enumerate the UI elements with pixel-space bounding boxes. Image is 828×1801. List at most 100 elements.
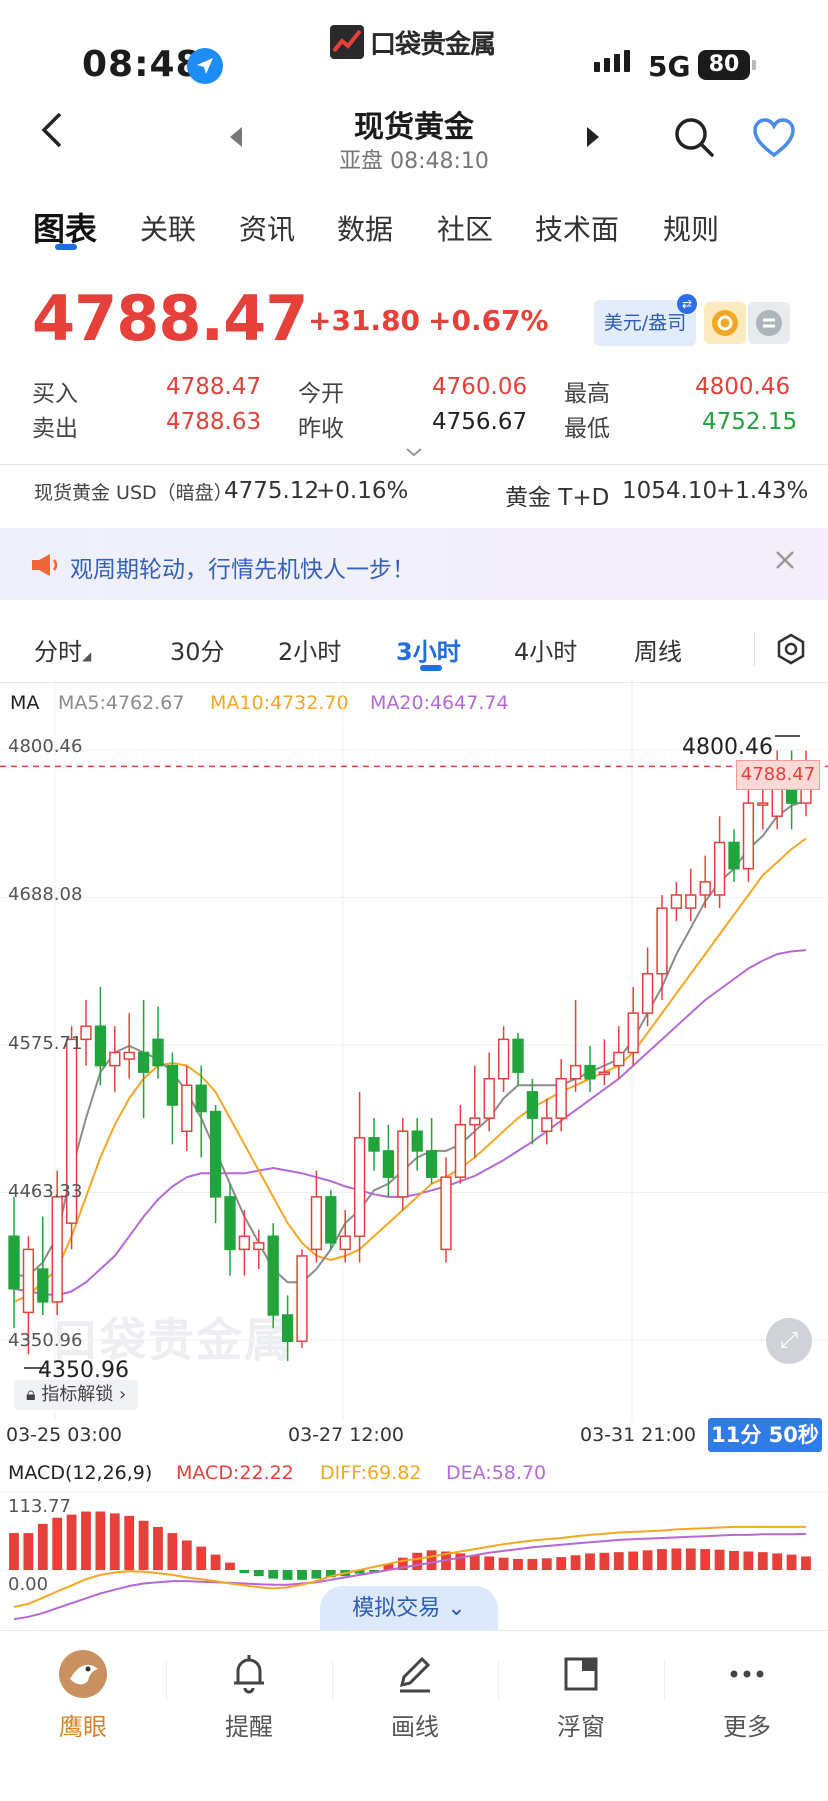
candle-body [224, 1196, 236, 1251]
pen-icon [399, 1656, 431, 1693]
expand-button[interactable] [405, 442, 423, 461]
heart-icon [753, 118, 795, 158]
settings-button[interactable] [748, 302, 790, 344]
nav-more[interactable]: 更多 [664, 1631, 828, 1771]
dark-market-price: 4775.12 [224, 478, 320, 504]
refresh-button[interactable] [704, 302, 746, 344]
banner-message: 观周期轮动，行情先机快人一步！ [70, 557, 415, 583]
candle-body [109, 1051, 121, 1067]
td-name[interactable]: 黄金 T+D [505, 485, 610, 511]
close-banner-button[interactable] [774, 544, 796, 579]
sell-value: 4788.63 [166, 409, 262, 435]
period-2h[interactable]: 2小时 [278, 638, 342, 666]
candle-body [397, 1130, 409, 1198]
macd-bar [455, 1553, 466, 1570]
macd-bar [714, 1549, 725, 1570]
nav-label: 更多 [723, 1713, 771, 1741]
candle-body [238, 1235, 251, 1251]
page-title: 现货黄金 [354, 110, 474, 145]
macd-bar [498, 1557, 509, 1570]
ma20-value: MA20:4647.74 [370, 692, 509, 714]
dea-value: DEA:58.70 [446, 1462, 547, 1484]
fullscreen-button[interactable]: ⤢ [766, 1318, 812, 1364]
chart-settings-button[interactable] [774, 632, 808, 670]
gear-icon [777, 633, 805, 665]
candle-body [670, 894, 683, 909]
candle-body [80, 1025, 92, 1041]
prev-instrument-button[interactable] [228, 126, 244, 152]
macd-bar [383, 1563, 394, 1570]
indicator-unlock-button[interactable]: 🔒︎ 指标解锁 › [14, 1380, 139, 1410]
divider [0, 464, 828, 465]
candlestick-chart[interactable] [0, 680, 828, 1420]
low-label: 最低 [564, 416, 610, 442]
tab-bar: 图表 关联 资讯 数据 社区 技术面 规则 [0, 200, 828, 260]
candle-body [483, 1077, 495, 1119]
macd-bar [37, 1523, 48, 1570]
tab-rules[interactable]: 规则 [663, 213, 720, 246]
period-3h[interactable]: 3小时 [396, 638, 461, 666]
candle-body [613, 1051, 625, 1067]
macd-bar [628, 1551, 639, 1570]
candle-body [685, 894, 697, 909]
macd-y-zero: 0.00 [8, 1574, 49, 1595]
macd-bar [124, 1515, 135, 1570]
candle-body [699, 881, 711, 896]
y-tick-label: 4463.33 [8, 1181, 83, 1202]
td-pct: +1.43% [716, 478, 809, 504]
tab-related[interactable]: 关联 [140, 213, 197, 246]
signal-icon [594, 50, 630, 72]
nav-alert[interactable]: 提醒 [166, 1631, 332, 1771]
macd-bar [81, 1511, 91, 1570]
tab-data[interactable]: 数据 [337, 213, 394, 246]
x-tick-label: 03-31 21:00 [580, 1424, 697, 1446]
candle-body [353, 1137, 366, 1238]
period-intraday-label: 分时 [34, 638, 82, 666]
candle-countdown: 11分 50秒 [708, 1418, 822, 1452]
candle-body [656, 907, 668, 975]
macd-bar [138, 1520, 149, 1570]
macd-bar [9, 1533, 19, 1570]
nav-draw[interactable]: 画线 [332, 1631, 498, 1771]
macd-bar [556, 1557, 567, 1570]
macd-bar [311, 1570, 322, 1579]
macd-bar [153, 1526, 163, 1570]
candle-body [310, 1196, 323, 1251]
period-intraday[interactable]: 分时◢ [34, 632, 91, 667]
favorite-button[interactable] [752, 118, 796, 162]
period-weekly[interactable]: 周线 [634, 638, 682, 666]
prev-close-label: 昨收 [298, 416, 344, 442]
candle-body [598, 1071, 611, 1075]
high-label: 最高 [564, 381, 610, 407]
swap-icon: ⇄ [677, 294, 697, 314]
back-button[interactable] [40, 110, 64, 160]
macd-bar [786, 1554, 797, 1570]
tab-news[interactable]: 资讯 [239, 213, 296, 246]
promo-banner[interactable]: 观周期轮动，行情先机快人一步！ [0, 528, 828, 600]
macd-name: MACD(12,26,9) [8, 1462, 153, 1484]
candle-body [440, 1176, 452, 1251]
candle-body [123, 1051, 135, 1060]
status-bar: 08:48 口袋贵金属 5G 80 [0, 0, 828, 100]
tab-technical[interactable]: 技术面 [535, 213, 620, 246]
nav-float-window[interactable]: 浮窗 [498, 1631, 664, 1771]
search-button[interactable] [672, 115, 716, 163]
tab-community[interactable]: 社区 [437, 213, 494, 246]
period-4h[interactable]: 4小时 [514, 638, 578, 666]
mock-trade-button[interactable]: 模拟交易 ⌄ [320, 1586, 498, 1632]
period-30m[interactable]: 30分 [170, 638, 225, 666]
next-instrument-button[interactable] [585, 126, 601, 152]
macd-bar [225, 1562, 235, 1570]
candle-body [37, 1268, 49, 1303]
macd-bar [585, 1553, 595, 1570]
nav-eagle-eye[interactable]: 鹰眼 [0, 1631, 166, 1771]
buy-label: 买入 [32, 381, 78, 407]
location-icon [187, 48, 223, 84]
tab-chart[interactable]: 图表 [33, 210, 98, 248]
macd-bar [297, 1570, 307, 1580]
current-price-tag: 4788.47 [736, 760, 820, 790]
candle-body [22, 1248, 35, 1314]
y-tick-label: 4688.08 [8, 884, 83, 905]
y-tick-label: 4800.46 [8, 736, 83, 757]
macd-bar [412, 1552, 423, 1570]
